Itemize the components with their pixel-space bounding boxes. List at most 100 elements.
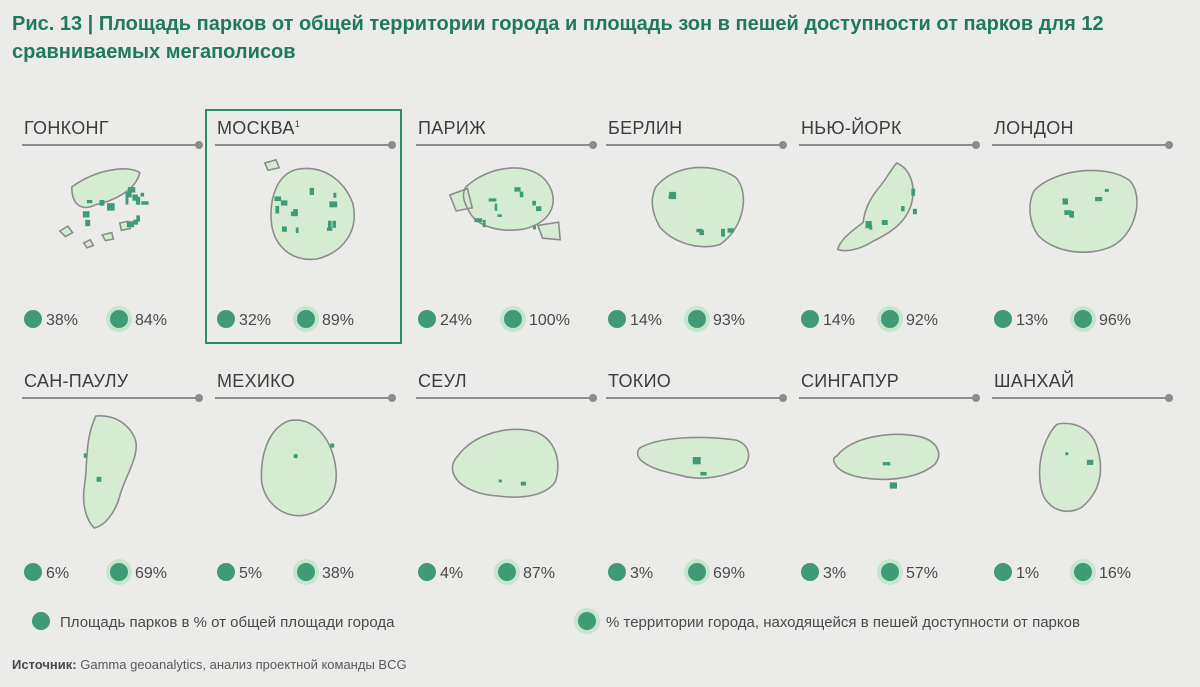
city-card: НЬЮ-ЙОРК 14% 92% <box>799 113 980 338</box>
source-label: Источник: <box>12 657 77 672</box>
walk-access-stat: 69% <box>110 562 167 586</box>
walk-access-stat: 16% <box>1074 562 1131 586</box>
city-map <box>58 168 149 249</box>
city-card: СЕУЛ 4% 87% <box>416 366 597 591</box>
city-map <box>651 166 745 248</box>
park-patch <box>125 191 132 198</box>
walk-access-stat: 92% <box>881 309 938 333</box>
park-patch <box>865 221 872 229</box>
park-patch <box>482 219 486 228</box>
city-underline <box>215 394 396 402</box>
walk-access-value: 96% <box>1099 312 1132 329</box>
park-patch <box>911 188 916 196</box>
park-share-dot-icon <box>217 310 235 328</box>
park-patch <box>327 220 332 229</box>
walk-access-stat: 93% <box>688 309 745 333</box>
park-patch <box>669 191 677 200</box>
park-patch <box>1062 198 1069 205</box>
walk-access-dot-icon <box>688 563 706 581</box>
park-share-dot-icon <box>32 612 50 630</box>
city-map <box>836 162 917 252</box>
walk-access-dot-icon <box>498 563 516 581</box>
legend-park-share: Площадь парков в % от общей площади горо… <box>32 612 394 634</box>
city-underline <box>22 141 203 149</box>
city-name: ШАНХАЙ <box>994 371 1074 392</box>
park-patch <box>333 192 337 198</box>
walk-access-stat: 38% <box>297 562 354 586</box>
city-underline <box>606 394 787 402</box>
park-patch <box>1069 211 1075 218</box>
city-footnote-mark: 1 <box>294 119 301 129</box>
park-share-dot-icon <box>608 563 626 581</box>
city-underline <box>215 141 396 149</box>
city-underline <box>22 394 203 402</box>
park-patch <box>133 219 139 225</box>
park-share-stat: 38% <box>24 309 78 333</box>
city-name: ГОНКОНГ <box>24 118 109 139</box>
walk-access-dot-icon <box>504 310 522 328</box>
city-name: НЬЮ-ЙОРК <box>801 118 902 139</box>
park-share-stat: 32% <box>217 309 271 333</box>
walk-access-stat: 100% <box>504 309 570 333</box>
walk-access-stat: 69% <box>688 562 745 586</box>
park-share-value: 14% <box>630 312 663 329</box>
city-outline <box>1038 422 1102 513</box>
park-patch <box>498 479 502 483</box>
chart-title: Рис. 13 | Площадь парков от общей террит… <box>12 13 1104 63</box>
city-outline <box>260 419 337 517</box>
city-map <box>82 415 137 529</box>
city-name-label: ПАРИЖ <box>418 118 487 138</box>
park-share-dot-icon <box>24 563 42 581</box>
city-card: СИНГАПУР 3% 57% <box>799 366 980 591</box>
city-outline <box>448 167 562 241</box>
walk-access-stat: 84% <box>110 309 167 333</box>
park-share-stat: 1% <box>994 562 1039 586</box>
park-patch <box>136 215 141 222</box>
park-patch <box>699 229 704 236</box>
park-share-stat: 14% <box>801 309 855 333</box>
park-share-value: 1% <box>1016 565 1040 582</box>
park-patch <box>83 453 87 458</box>
city-card: САН-ПАУЛУ 6% 69% <box>22 366 203 591</box>
city-name: МОСКВА1 <box>217 118 300 139</box>
park-patch <box>520 481 526 486</box>
walk-access-value: 57% <box>906 565 939 582</box>
city-underline <box>416 394 597 402</box>
park-patch <box>727 228 734 233</box>
city-map <box>263 158 355 261</box>
park-patch <box>132 194 138 201</box>
walk-access-value: 89% <box>322 312 355 329</box>
city-name-label: НЬЮ-ЙОРК <box>801 118 902 138</box>
park-patch <box>881 219 888 226</box>
park-patch <box>330 443 335 448</box>
park-patch <box>1086 459 1094 465</box>
city-underline <box>606 141 787 149</box>
park-patch <box>274 196 282 202</box>
walk-access-dot-icon <box>297 563 315 581</box>
city-name: СЕУЛ <box>418 371 467 392</box>
park-patch <box>1095 196 1103 202</box>
city-name-label: БЕРЛИН <box>608 118 683 138</box>
park-share-dot-icon <box>801 563 819 581</box>
park-patch <box>127 187 136 193</box>
city-name-label: САН-ПАУЛУ <box>24 371 129 391</box>
city-name-label: ЛОНДОН <box>994 118 1074 138</box>
park-patch <box>85 219 91 227</box>
park-share-dot-icon <box>801 310 819 328</box>
park-patch <box>125 197 129 205</box>
park-share-dot-icon <box>24 310 42 328</box>
park-patch <box>275 205 280 214</box>
city-name: САН-ПАУЛУ <box>24 371 129 392</box>
park-patch <box>293 208 298 217</box>
park-patch <box>86 199 93 204</box>
city-map <box>832 433 940 489</box>
park-patch <box>1065 452 1069 456</box>
park-share-stat: 14% <box>608 309 662 333</box>
park-patch <box>326 227 333 231</box>
park-share-dot-icon <box>217 563 235 581</box>
park-patch <box>912 208 917 215</box>
city-name-label: ГОНКОНГ <box>24 118 109 138</box>
park-patch <box>140 192 145 197</box>
city-name: ПАРИЖ <box>418 118 486 139</box>
park-patch <box>497 214 502 217</box>
